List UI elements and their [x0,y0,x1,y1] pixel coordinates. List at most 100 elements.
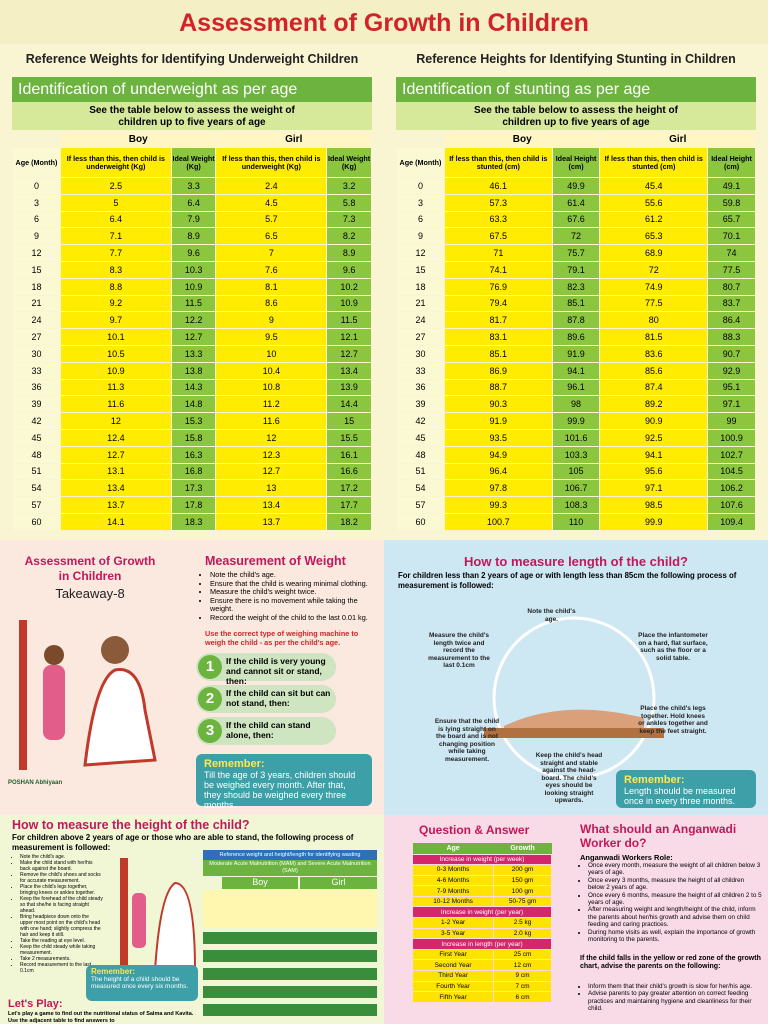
growth-table: Age Growth Increase in weight (per week) 0-… [411,843,552,1003]
table-cell: 77.5 [599,294,709,313]
section-heading: Increase in weight (per week) [412,853,552,866]
group-header: Boy [443,132,601,148]
table-cell: 100.7 [444,512,553,531]
table-row: First Year 25 cm [411,948,552,961]
table-row: 45 12.4 15.8 12 15.5 [12,428,372,447]
list-item: Record measurement to the last 0.1cm [20,962,103,974]
banner: Identification of stunting as per age [396,77,756,102]
table-cell: 0-3 Months [411,864,495,876]
table-cell: 88.7 [444,378,553,397]
table-cell: 17.3 [170,479,217,498]
table-cell: 15.3 [170,412,217,430]
step-text: If the child can sit but can not stand, … [226,688,331,708]
table-cell: 15.8 [170,428,217,447]
bullets: Note the child's age.Ensure that the chi… [198,570,376,623]
table-cell: 90.7 [707,344,756,363]
step-text: Place the infantometer on a hard, flat s… [638,632,708,662]
list-item: Bring headpiece down onto the upper most… [20,914,103,938]
table-cell: 7.7 [60,244,172,262]
table-cell: 11.3 [60,378,172,397]
table-cell: 15 [396,260,445,279]
table-row: 24 9.7 12.2 9 11.5 [12,311,372,330]
list-item: Take 2 measurements. [20,956,103,962]
table-cell: 6.4 [60,210,172,229]
table-cell: 45.4 [599,177,709,195]
table-cell: 106.2 [707,479,756,498]
step-number: 3 [198,719,222,743]
table-row: 1-2 Year 2.5 kg [411,917,552,929]
table-row: 42 12 15.3 11.6 15 [12,412,372,430]
table-cell: 9 [396,227,445,246]
table-row: Third Year 9 cm [411,970,552,982]
table-cell: 75.7 [551,244,601,262]
section-row: Increase in weight (per year) [412,906,552,919]
table-cell: 57 [12,496,61,514]
table-cell: 13.9 [326,378,372,397]
table-cell: 16.8 [170,462,217,481]
table-cell: 83.7 [707,294,756,313]
table-cell: 9 cm [493,970,552,982]
table-cell: 9.2 [60,294,172,313]
table-cell: 97.8 [444,479,553,498]
panel-title: How to measure the height of the child? [12,818,250,832]
list-item: During home visits as well, explain the … [588,929,762,944]
table-cell: 10-12 Months [411,895,495,908]
table-cell: 0 [12,177,61,195]
table-cell: 74 [707,244,756,262]
table-cell: 5.7 [215,210,328,229]
table-row: 39 90.3 98 89.2 97.1 [396,395,756,414]
table-cell: 10.3 [170,260,217,279]
diagram [484,616,664,780]
table-cell: 7 [215,244,328,262]
table-cell: 10.4 [215,361,328,380]
table-cell: 54 [12,479,61,498]
list-item: Ensure that the child is wearing minimal… [210,579,376,589]
table-cell: 46.1 [444,177,553,195]
table-cell: 49.9 [551,177,601,195]
table-cell: 11.6 [60,395,172,414]
table-cell: 85.1 [444,344,553,363]
table-cell: 6 cm [493,991,552,1003]
table-row: 6 6.4 7.9 5.7 7.3 [12,210,372,229]
table-cell: 13.1 [60,462,172,481]
table-cell: 94.9 [444,445,553,464]
table-row: 60 14.1 18.3 13.7 18.2 [12,512,372,531]
table-cell: 90.3 [444,395,553,414]
table-row: 6 63.3 67.6 61.2 65.7 [396,210,756,229]
group-header: Boy [59,132,217,148]
table-row: 57 99.3 108.3 98.5 107.6 [396,496,756,514]
side-title: Assessment of Growth in Children [24,554,156,583]
column-row: Age (Month) If less than this, then child… [396,147,756,178]
group-row: Boy Girl [12,132,372,148]
table-cell: 104.5 [707,462,756,481]
table-cell: 95.6 [599,462,709,481]
table-cell: 88.3 [707,328,756,346]
table-row: 30 85.1 91.9 83.6 90.7 [396,344,756,363]
table-cell: 45 [12,428,61,447]
table-row: 33 10.9 13.8 10.4 13.4 [12,361,372,380]
table-cell: 68.9 [599,244,709,262]
table-cell: 11.6 [215,412,328,430]
list-item: Once every 6 months, measure the height … [588,892,762,907]
table-cell: 76.9 [444,277,553,296]
table-cell: 79.4 [444,294,553,313]
list-item: Keep the forehead of the child steady so… [20,896,103,914]
table-cell: 87.8 [551,311,601,330]
table-row: 0 46.1 49.9 45.4 49.1 [396,177,756,195]
table-cell: 11.2 [215,395,328,414]
table-cell: 4.5 [215,193,328,212]
table-row: 9 7.1 8.9 6.5 8.2 [12,227,372,246]
table-cell: 100.9 [707,428,756,447]
table-cell: 80.7 [707,277,756,296]
table-cell: 51 [396,462,445,481]
table-row: 27 83.1 89.6 81.5 88.3 [396,328,756,346]
list-item: Measure the child's weight twice. [210,588,376,597]
step: 3 If the child can stand alone, then: [196,717,336,745]
column-header: If less than this, then child is underwe… [215,147,328,178]
table-cell: 48 [396,445,445,464]
table-cell: 42 [12,412,61,430]
table-cell: 93.5 [444,428,553,447]
header-row: Age Growth [412,843,552,854]
step-number: 1 [198,655,222,679]
table-cell: 48 [12,445,61,464]
